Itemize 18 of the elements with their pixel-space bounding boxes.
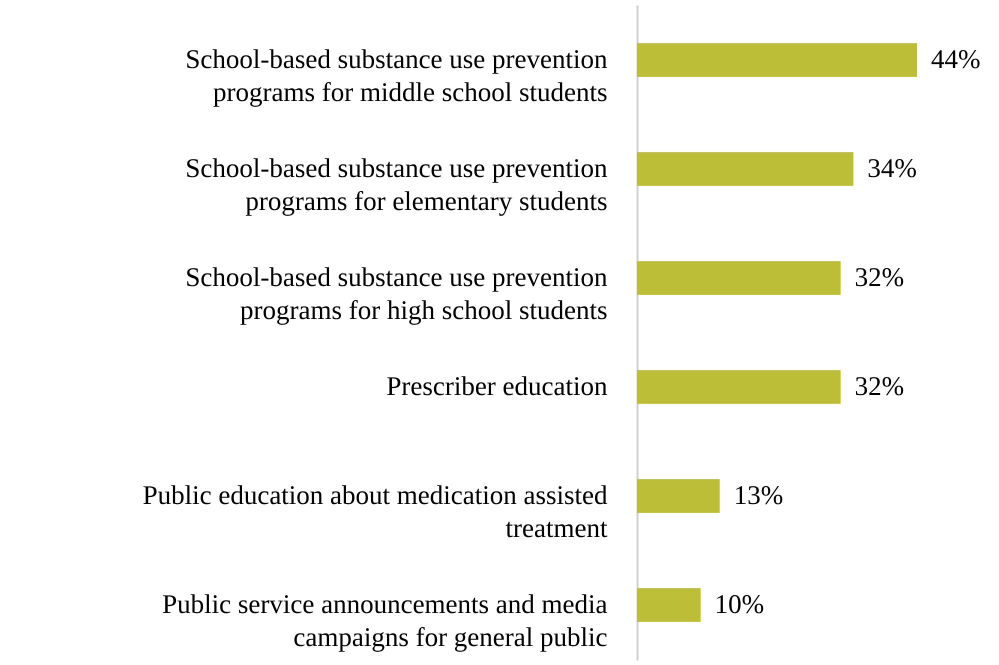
y-tick-label: School-based substance use prevention programs for elementary students: [185, 153, 608, 216]
y-tick-label: Public service announcements and media campaigns for general public: [162, 588, 608, 652]
data-label: 32%: [854, 370, 904, 401]
bar: [637, 43, 917, 77]
bar: [637, 152, 854, 186]
y-tick-label: Public education about medication assisted treatment: [142, 480, 608, 543]
data-label: 10%: [714, 588, 764, 619]
bar: [637, 479, 720, 513]
data-label: 44%: [931, 44, 980, 74]
y-tick-label: Prescriber education: [386, 370, 608, 401]
bar: [637, 261, 841, 295]
y-tick-label: School-based substance use prevention programs for high school students: [185, 262, 608, 326]
data-label: 13%: [734, 480, 784, 510]
bar: [637, 588, 701, 622]
data-label: 32%: [854, 262, 904, 292]
data-label: 34%: [867, 153, 917, 184]
y-tick-label: School-based substance use prevention programs for middle school students: [185, 44, 608, 108]
bar: [637, 370, 841, 404]
